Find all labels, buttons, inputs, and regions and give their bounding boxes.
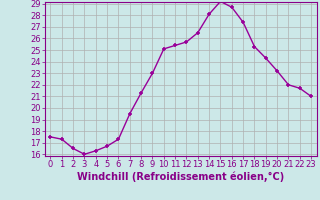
X-axis label: Windchill (Refroidissement éolien,°C): Windchill (Refroidissement éolien,°C) — [77, 172, 284, 182]
